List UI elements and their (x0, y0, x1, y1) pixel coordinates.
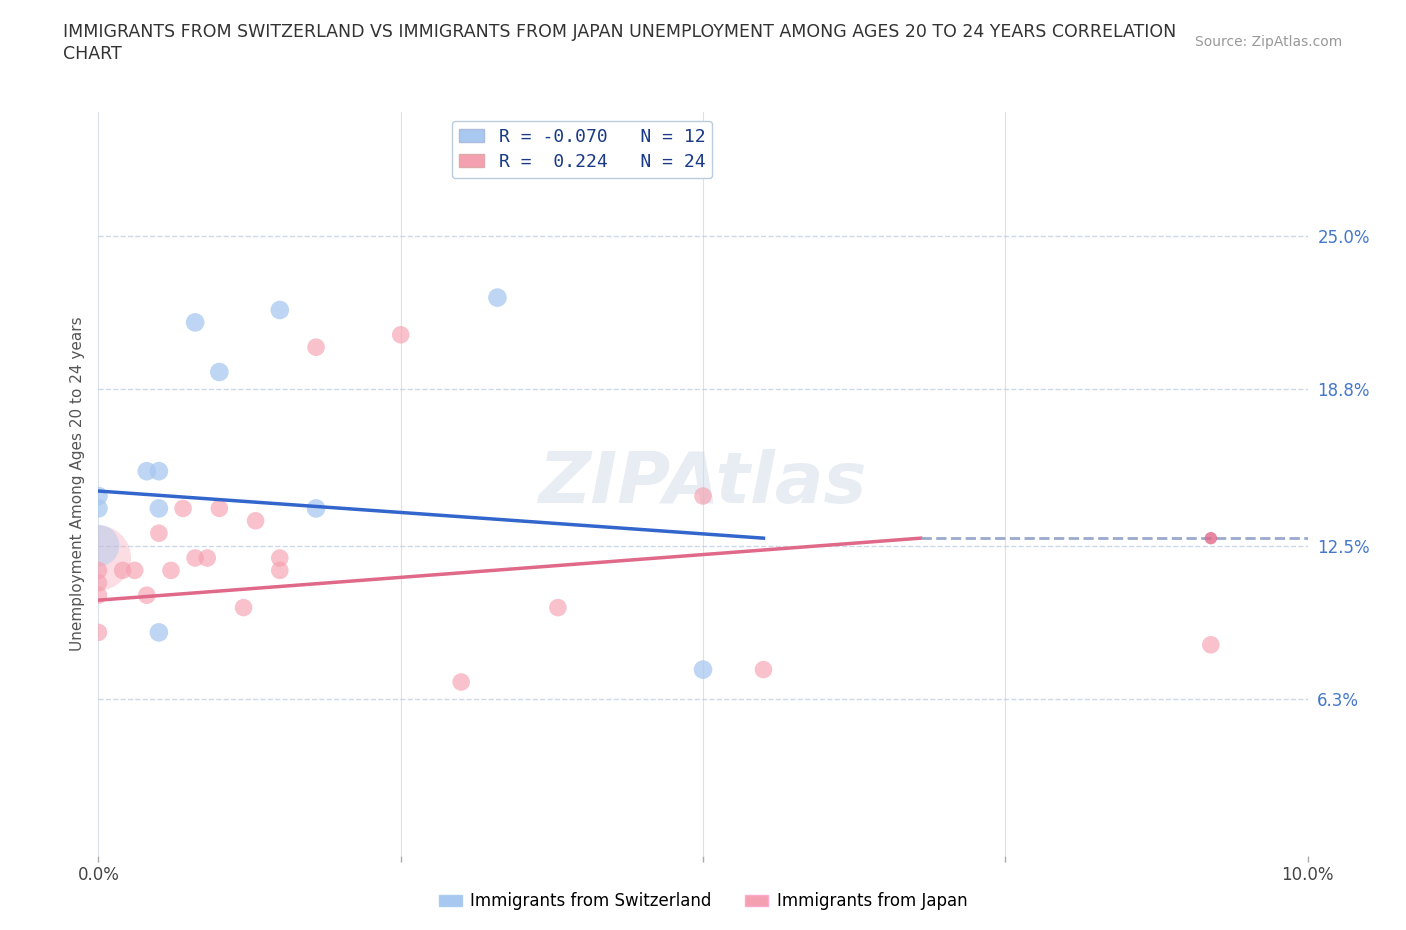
Point (232, 600, 254, 615)
Point (245, 513, 267, 528)
Point (87, 625, 110, 640)
Point (148, 625, 170, 640)
Point (1199, 637, 1222, 652)
Point (87, 488, 110, 503)
Point (87, 538, 110, 553)
Point (486, 290, 509, 305)
Point (195, 551, 218, 565)
Point (87, 576, 110, 591)
Point (111, 563, 134, 578)
Point (87, 551, 110, 565)
Point (269, 563, 291, 578)
Point (547, 600, 569, 615)
Point (135, 588, 157, 603)
Text: Source: ZipAtlas.com: Source: ZipAtlas.com (1195, 35, 1343, 49)
Point (208, 501, 231, 516)
Point (450, 674, 472, 689)
Y-axis label: Unemployment Among Ages 20 to 24 years: Unemployment Among Ages 20 to 24 years (69, 316, 84, 651)
Legend: R = -0.070   N = 12, R =  0.224   N = 24: R = -0.070 N = 12, R = 0.224 N = 24 (451, 121, 713, 179)
Text: ZIPAtlas: ZIPAtlas (538, 449, 868, 518)
Point (87, 563, 110, 578)
Point (305, 339, 328, 354)
Point (148, 464, 170, 479)
Point (87, 501, 110, 516)
Point (389, 327, 412, 342)
Point (752, 662, 775, 677)
Legend: Immigrants from Switzerland, Immigrants from Japan: Immigrants from Switzerland, Immigrants … (432, 885, 974, 917)
Point (184, 315, 207, 330)
Point (208, 365, 231, 379)
Point (269, 551, 291, 565)
Point (692, 662, 714, 677)
Point (305, 501, 328, 516)
Point (269, 302, 291, 317)
Point (124, 563, 146, 578)
Point (692, 488, 714, 503)
Text: CHART: CHART (63, 45, 122, 62)
Point (87, 588, 110, 603)
Point (172, 501, 194, 516)
Point (160, 563, 183, 578)
Text: IMMIGRANTS FROM SWITZERLAND VS IMMIGRANTS FROM JAPAN UNEMPLOYMENT AMONG AGES 20 : IMMIGRANTS FROM SWITZERLAND VS IMMIGRANT… (63, 23, 1177, 41)
Point (1199, 531, 1222, 546)
Point (148, 501, 170, 516)
Point (184, 551, 207, 565)
Point (148, 525, 170, 540)
Point (135, 464, 157, 479)
